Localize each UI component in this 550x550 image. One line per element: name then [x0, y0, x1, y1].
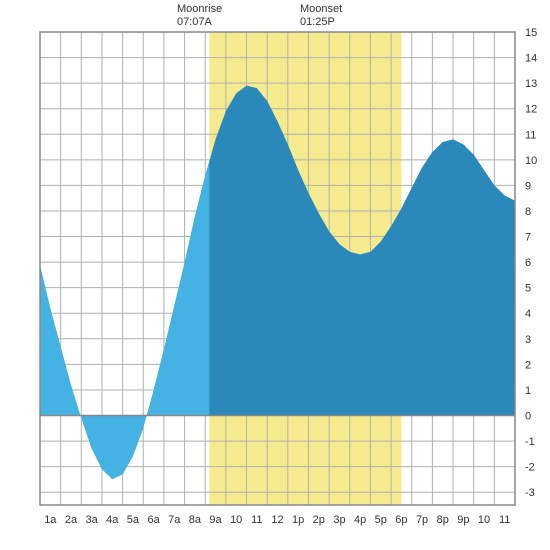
moonset-time: 01:25P	[300, 16, 335, 28]
moonset-label: Moonset	[300, 3, 342, 15]
x-tick-label: 7a	[168, 514, 181, 526]
x-tick-label: 9a	[209, 514, 222, 526]
x-tick-label: 9p	[457, 514, 469, 526]
y-tick-label: -3	[525, 487, 535, 499]
x-tick-label: 6a	[147, 514, 160, 526]
x-tick-label: 5a	[127, 514, 140, 526]
y-tick-label: 5	[525, 283, 531, 295]
x-tick-label: 4p	[354, 514, 366, 526]
moonrise-time: 07:07A	[177, 16, 213, 28]
y-tick-label: 13	[525, 78, 537, 90]
x-tick-label: 10	[230, 514, 242, 526]
y-tick-label: 15	[525, 27, 537, 39]
y-tick-label: 14	[525, 53, 537, 65]
x-tick-label: 12	[271, 514, 283, 526]
x-tick-label: 1p	[292, 514, 304, 526]
y-tick-label: 1	[525, 385, 531, 397]
y-tick-label: 2	[525, 359, 531, 371]
x-tick-label: 8p	[437, 514, 449, 526]
moonrise-label: Moonrise	[177, 3, 222, 15]
x-tick-label: 1a	[44, 514, 57, 526]
x-tick-label: 11	[499, 514, 510, 526]
y-tick-label: -2	[525, 462, 535, 474]
x-tick-label: 2a	[65, 514, 78, 526]
x-tick-label: 8a	[189, 514, 202, 526]
x-tick-label: 3p	[333, 514, 345, 526]
x-tick-label: 7p	[416, 514, 428, 526]
y-tick-label: 12	[525, 104, 537, 116]
x-tick-label: 6p	[395, 514, 407, 526]
x-tick-label: 11	[251, 514, 262, 526]
x-tick-label: 4a	[106, 514, 119, 526]
y-tick-label: 9	[525, 180, 531, 192]
y-tick-label: 11	[525, 129, 536, 141]
y-tick-label: 4	[525, 308, 531, 320]
y-tick-label: 10	[525, 155, 537, 167]
tide-chart: 1a2a3a4a5a6a7a8a9a1011121p2p3p4p5p6p7p8p…	[0, 0, 550, 550]
y-tick-label: -1	[525, 436, 535, 448]
y-tick-label: 6	[525, 257, 531, 269]
y-tick-label: 0	[525, 411, 531, 423]
y-tick-label: 7	[525, 232, 531, 244]
y-tick-label: 3	[525, 334, 531, 346]
x-tick-label: 3a	[86, 514, 99, 526]
x-tick-label: 10	[478, 514, 490, 526]
x-tick-label: 2p	[313, 514, 325, 526]
x-tick-label: 5p	[375, 514, 387, 526]
y-tick-label: 8	[525, 206, 531, 218]
chart-svg: 1a2a3a4a5a6a7a8a9a1011121p2p3p4p5p6p7p8p…	[0, 0, 550, 550]
